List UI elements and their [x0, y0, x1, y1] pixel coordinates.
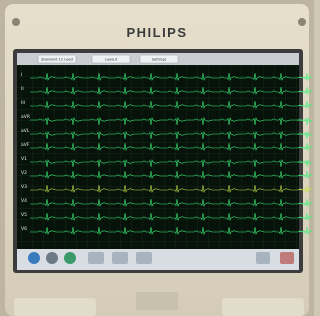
paper-tray [222, 298, 304, 316]
toolbar-button[interactable] [64, 252, 76, 264]
tab-label: Standard 12 Lead [41, 57, 73, 61]
lead-label: V6 [21, 226, 27, 232]
toolbar-button[interactable] [280, 252, 294, 264]
tab-label: Layout [105, 57, 118, 61]
lead-label: aVL [21, 128, 30, 134]
lead-label: II [21, 86, 24, 92]
brand-logo: PHILIPS [126, 25, 187, 40]
toolbar-button[interactable] [256, 252, 270, 264]
toolbar-button[interactable] [136, 252, 152, 264]
toolbar-button[interactable] [88, 252, 104, 264]
lead-label: I [21, 72, 22, 78]
lead-label: V2 [21, 170, 27, 176]
lead-label: aVR [21, 114, 30, 120]
toolbar-button[interactable] [28, 252, 40, 264]
tab-label: Settings [152, 57, 167, 61]
lead-label: III [21, 100, 25, 106]
toolbar-button[interactable] [46, 252, 58, 264]
lead-label: V1 [21, 156, 27, 162]
lead-label: V3 [21, 184, 27, 190]
ecg-device-photo: PHILIPS Standard 12 Lead Layout Settings I… [0, 0, 314, 316]
lead-label: V4 [21, 198, 27, 204]
paper-tray [14, 298, 96, 316]
speaker-grille [136, 292, 178, 310]
screw [298, 18, 306, 26]
lead-label: V5 [21, 212, 27, 218]
lead-label: aVF [21, 142, 30, 148]
toolbar-button[interactable] [112, 252, 128, 264]
screw [12, 18, 20, 26]
